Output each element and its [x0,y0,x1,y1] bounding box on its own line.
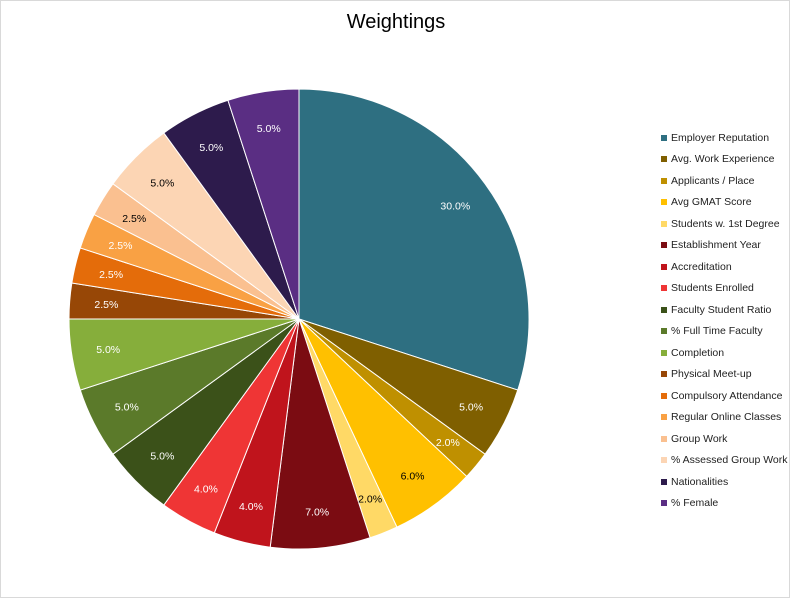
legend-label: % Female [671,497,719,510]
slice-data-label: 2.5% [99,269,123,281]
legend-item: % Female [661,493,788,515]
slice-data-label: 5.0% [96,344,120,356]
legend-label: Applicants / Place [671,174,755,187]
slice-data-label: 7.0% [305,506,329,518]
legend-label: Avg GMAT Score [671,196,752,209]
slice-data-label: 30.0% [440,200,470,212]
legend-item: Establishment Year [661,235,788,257]
legend-item: Physical Meet-up [661,364,788,386]
legend-swatch [661,435,667,442]
legend-swatch [661,371,667,378]
legend-item: Faculty Student Ratio [661,299,788,321]
legend-swatch [661,500,667,507]
legend-item: Students Enrolled [661,278,788,300]
slice-data-label: 2.0% [436,437,460,449]
pie-slice-5 [269,318,371,550]
legend-label: Compulsory Attendance [671,389,783,402]
legend-swatch [661,156,667,163]
legend-swatch [661,220,667,227]
slice-data-label: 2.5% [109,240,133,252]
legend-label: Students w. 1st Degree [671,217,780,230]
pie-slice-0 [298,88,530,391]
slice-data-label: 2.0% [358,494,382,506]
legend-item: Regular Online Classes [661,407,788,429]
pie-data-labels: 30.0% 5.0% 2.0% 6.0% 2.0% 7.0% 4.0% 4.0% 5.0% 5.0… [94,123,483,518]
slice-data-label: 5.0% [459,402,483,414]
legend-item: Employer Reputation [661,127,788,149]
slice-data-label: 4.0% [239,501,263,513]
legend-label: Students Enrolled [671,282,754,295]
legend-item: Compulsory Attendance [661,385,788,407]
legend-swatch [661,392,667,399]
slice-data-label: 5.0% [150,177,174,189]
legend-item: Completion [661,342,788,364]
legend-label: % Full Time Faculty [671,325,763,338]
legend-item: % Full Time Faculty [661,321,788,343]
legend-label: Nationalities [671,475,729,488]
legend-swatch [661,478,667,485]
chart-title: Weightings [346,11,446,33]
legend-item: Avg. Work Experience [661,149,788,171]
legend-label: Establishment Year [671,239,761,252]
pie-slices [68,88,530,550]
legend-swatch [661,349,667,356]
legend-label: Group Work [671,432,728,445]
slice-data-label: 4.0% [194,483,218,495]
chart-legend: Employer Reputation Avg. Work Experience A… [661,127,788,514]
legend-label: Completion [671,346,725,359]
legend-swatch [661,328,667,335]
legend-label: Physical Meet-up [671,368,752,381]
slice-data-label: 5.0% [150,451,174,463]
legend-label: % Assessed Group Work [671,454,788,467]
slice-data-label: 2.5% [122,213,146,225]
legend-item: Group Work [661,428,788,450]
slice-data-label: 5.0% [199,142,223,154]
legend-swatch [661,134,667,141]
slice-data-label: 2.5% [94,299,118,311]
legend-swatch [661,457,667,464]
legend-label: Employer Reputation [671,131,770,144]
legend-label: Regular Online Classes [671,411,782,424]
legend-item: % Assessed Group Work [661,450,788,472]
legend-swatch [661,242,667,249]
legend-item: Avg GMAT Score [661,192,788,214]
legend-label: Accreditation [671,260,732,273]
slice-data-label: 6.0% [401,470,425,482]
legend-item: Accreditation [661,256,788,278]
legend-item: Nationalities [661,471,788,493]
legend-swatch [661,177,667,184]
legend-swatch [661,414,667,421]
legend-swatch [661,263,667,270]
pie-slice-17 [227,88,300,320]
legend-item: Applicants / Place [661,170,788,192]
legend-item: Students w. 1st Degree [661,213,788,235]
legend-swatch [661,285,667,292]
legend-label: Avg. Work Experience [671,153,775,166]
slice-data-label: 5.0% [257,123,281,135]
legend-label: Faculty Student Ratio [671,303,772,316]
legend-swatch [661,306,667,313]
slice-data-label: 5.0% [115,402,139,414]
legend-swatch [661,199,667,206]
